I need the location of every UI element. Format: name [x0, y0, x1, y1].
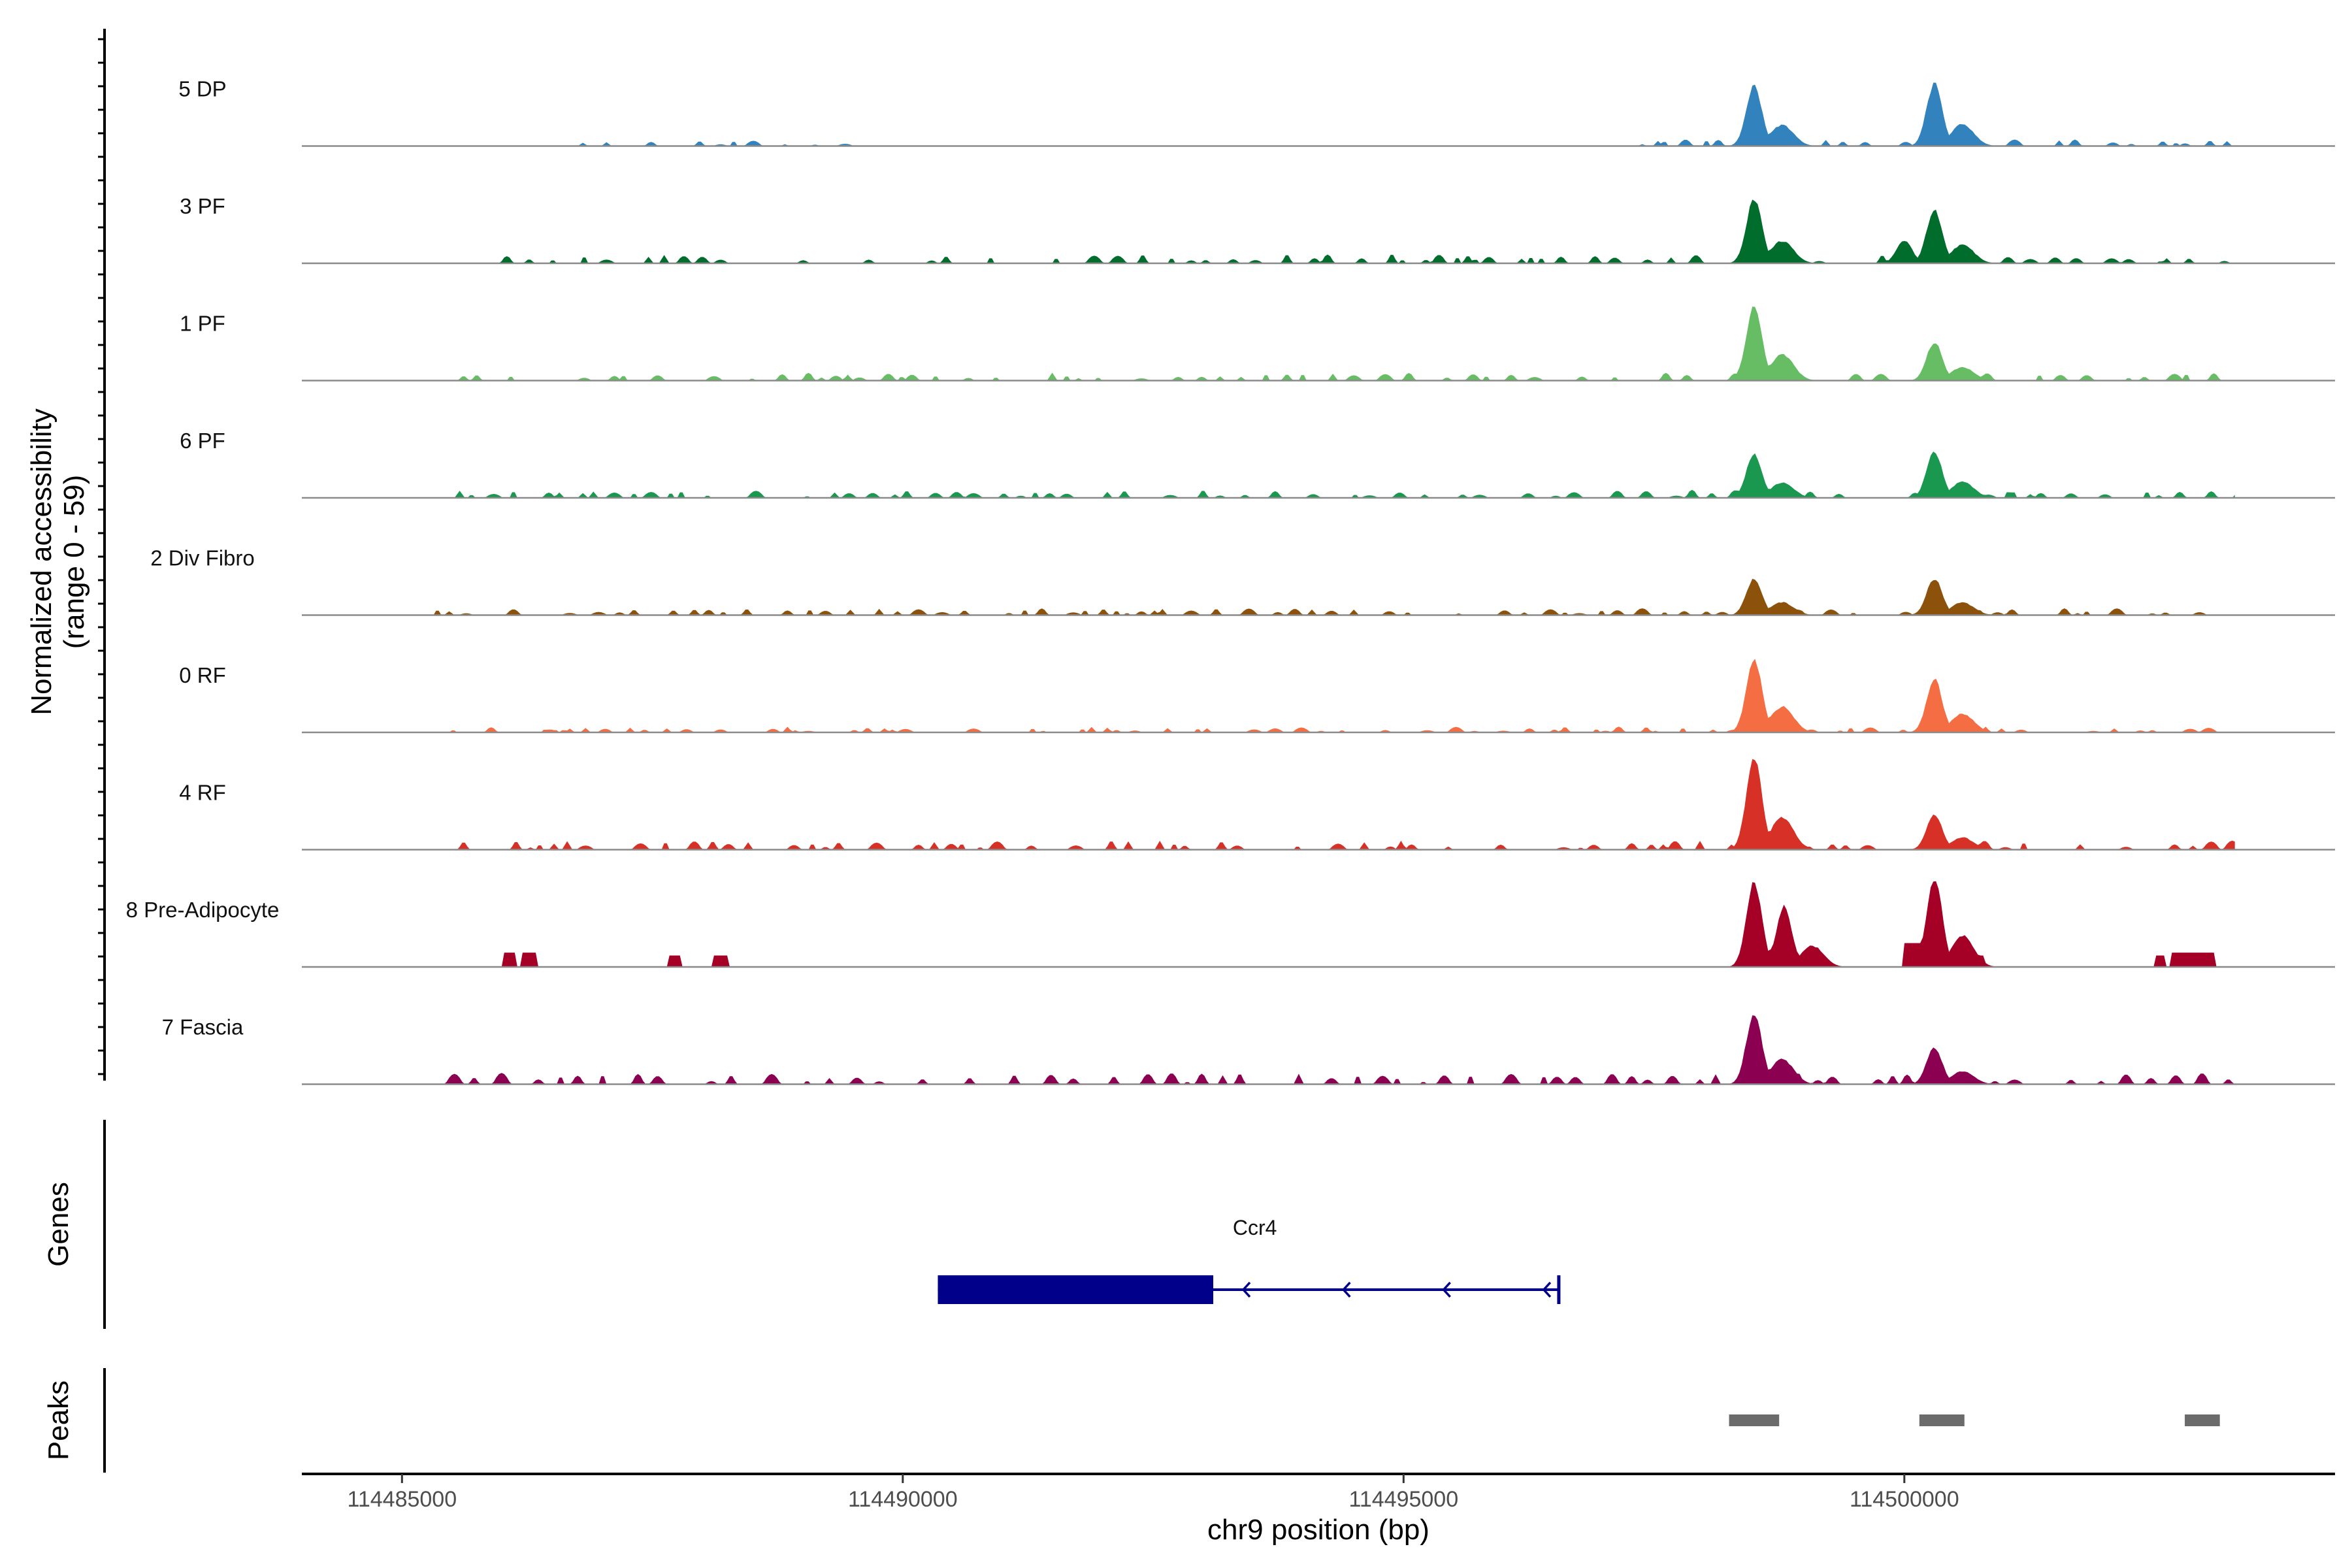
track-label: 8 Pre-Adipocyte — [126, 898, 280, 922]
coverage-area — [402, 451, 2235, 498]
track-label: 0 RF — [179, 663, 226, 687]
x-tick-label: 114490000 — [848, 1487, 958, 1512]
x-tick-label: 114495000 — [1348, 1487, 1458, 1512]
y-axis-range-label: (range 0 - 59) — [58, 475, 90, 649]
track-label: 3 PF — [180, 194, 225, 218]
track-label: 6 PF — [180, 429, 225, 453]
coverage-area — [402, 659, 2235, 732]
strand-arrow — [1542, 1281, 1552, 1298]
coverage-y-axis — [98, 29, 106, 1081]
track-3: 1 PF — [180, 306, 2335, 382]
track-6: 0 RF — [179, 659, 2335, 734]
track-label: 2 Div Fibro — [150, 546, 255, 570]
track-2: 3 PF — [180, 194, 2335, 265]
peak-region — [2185, 1414, 2220, 1426]
y-axis-label: Normalized accessibility — [25, 408, 57, 715]
peak-track — [1729, 1414, 2220, 1426]
track-4: 6 PF — [180, 429, 2335, 499]
track-label: 7 Fascia — [162, 1015, 244, 1039]
peaks-track-label: Peaks — [42, 1380, 74, 1460]
coverage-area — [402, 578, 2235, 615]
strand-arrow — [1341, 1281, 1351, 1298]
track-label: 5 DP — [178, 77, 226, 101]
x-tick-label: 114500000 — [1850, 1487, 1959, 1512]
x-axis-ticks: 114485000 114490000 114495000 114500000 — [347, 1474, 1959, 1512]
x-tick-label: 114485000 — [347, 1487, 457, 1512]
track-9: 7 Fascia — [162, 1015, 2335, 1085]
genes-track-label: Genes — [42, 1182, 74, 1267]
strand-arrow — [1442, 1281, 1451, 1298]
coverage-area — [402, 1015, 2235, 1085]
peak-region — [1729, 1414, 1780, 1426]
gene-exon — [938, 1275, 1214, 1304]
coverage-tracks: 5 DP 3 PF 1 PF 6 PF 2 Div Fibro 0 RF 4 RF 8 Pre… — [126, 77, 2335, 1085]
x-axis-label: chr9 position (bp) — [1207, 1514, 1429, 1546]
track-label: 4 RF — [179, 781, 226, 805]
track-8: 8 Pre-Adipocyte — [126, 881, 2335, 968]
coverage-area — [402, 881, 2235, 967]
track-5: 2 Div Fibro — [150, 546, 2335, 616]
coverage-area — [402, 759, 2235, 850]
track-1: 5 DP — [178, 77, 2335, 147]
peak-region — [1919, 1414, 1965, 1426]
track-7: 4 RF — [179, 759, 2335, 851]
coverage-area — [402, 306, 2235, 381]
gene-track: Ccr4 — [938, 1216, 1561, 1304]
gene-label: Ccr4 — [1233, 1216, 1277, 1239]
strand-arrow — [1241, 1281, 1251, 1298]
track-label: 1 PF — [180, 312, 225, 336]
coverage-area — [402, 199, 2235, 263]
coverage-area — [402, 82, 2235, 146]
